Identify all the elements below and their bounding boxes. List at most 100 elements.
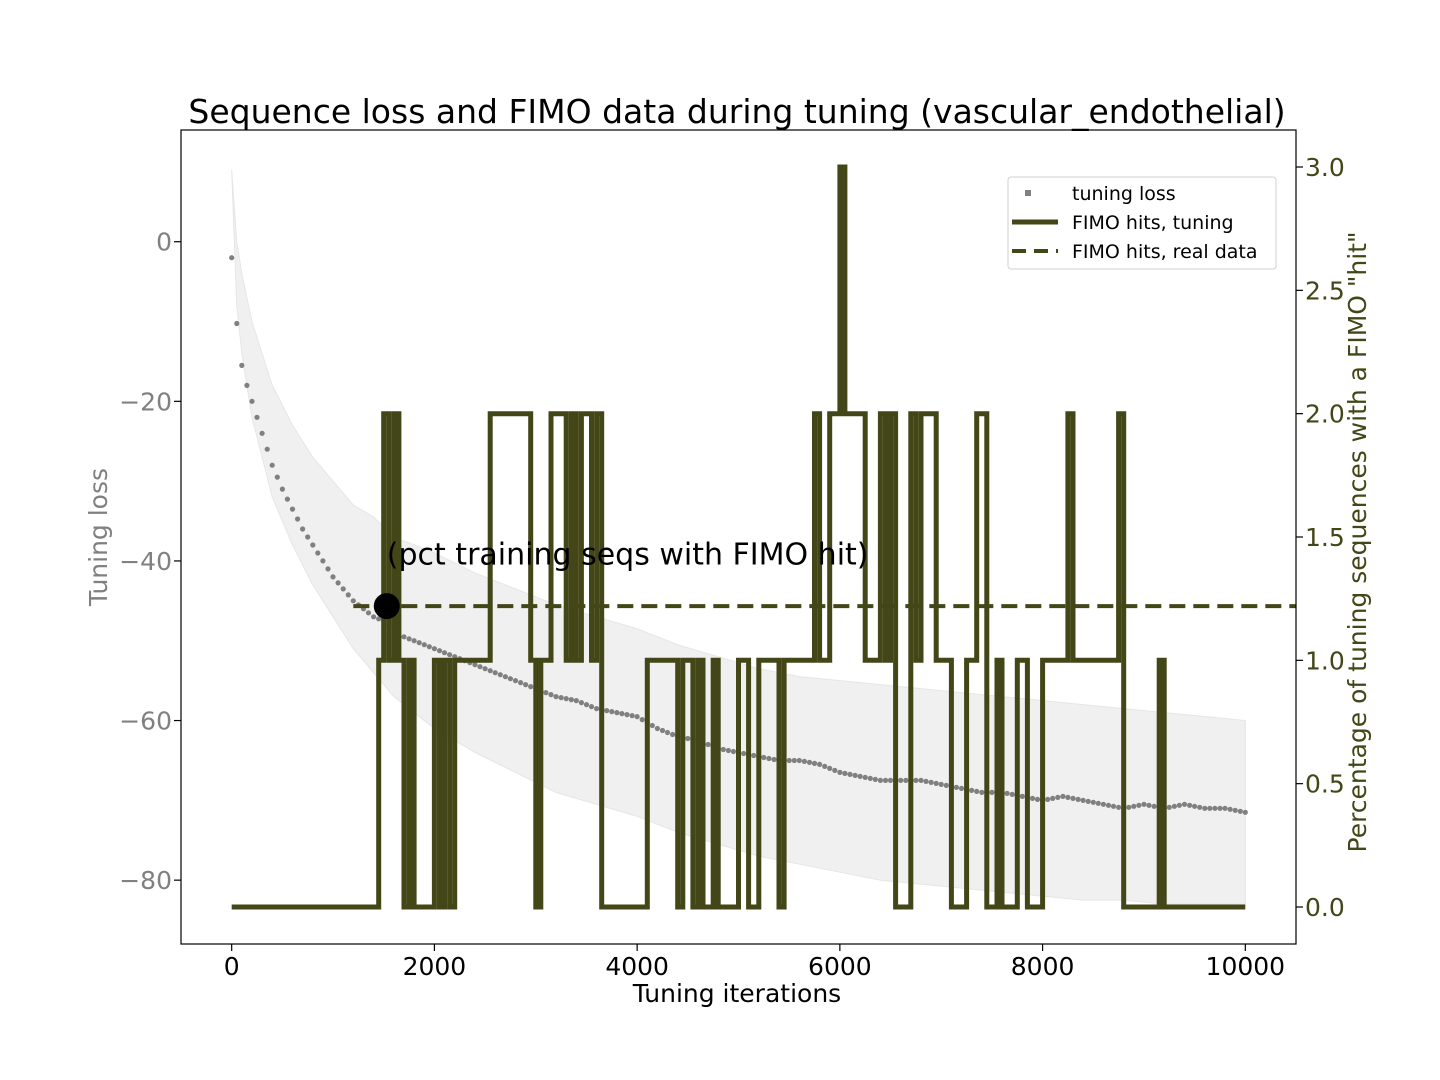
loss-point	[274, 474, 280, 480]
loss-point	[279, 486, 285, 492]
loss-point	[295, 516, 301, 522]
x-tick-label: 8000	[1011, 952, 1075, 981]
series-fimo-hits-tuning	[231, 164, 1246, 910]
loss-point	[918, 777, 924, 784]
loss-point	[335, 580, 341, 586]
loss-point	[842, 770, 848, 777]
loss-point	[862, 774, 868, 781]
loss-point	[771, 756, 777, 763]
loss-point	[523, 682, 529, 688]
loss-point	[431, 646, 437, 652]
loss-point	[1116, 804, 1122, 810]
loss-point	[786, 757, 792, 764]
loss-point	[239, 362, 245, 368]
loss-point	[553, 694, 559, 700]
y2-tick-label: 2.5	[1305, 276, 1345, 305]
loss-point	[543, 690, 549, 696]
axes: 0 2000 4000 6000 8000 10000 0 −20 −40 −60 −80 0.0 0.…	[119, 153, 1345, 981]
legend-label: FIMO hits, tuning	[1072, 212, 1234, 234]
loss-point	[583, 702, 590, 708]
loss-point	[887, 777, 894, 784]
loss-point	[441, 650, 448, 656]
loss-point	[654, 725, 661, 732]
loss-point	[1166, 804, 1172, 810]
loss-point	[649, 722, 655, 729]
loss-point	[953, 784, 960, 791]
loss-point	[1187, 802, 1193, 808]
loss-point	[634, 714, 640, 720]
loss-point	[1176, 802, 1182, 808]
loss-point	[249, 398, 255, 404]
loss-point	[1181, 801, 1188, 807]
loss-point	[604, 708, 610, 714]
loss-point	[518, 680, 524, 686]
loss-point	[969, 787, 975, 794]
loss-point	[1034, 796, 1041, 803]
loss-point	[244, 382, 250, 388]
loss-point	[1085, 798, 1091, 805]
x-tick-label: 2000	[403, 952, 467, 981]
loss-point	[827, 765, 833, 772]
loss-point	[528, 684, 534, 690]
loss-point	[791, 757, 797, 764]
x-tick-label: 6000	[808, 952, 872, 981]
legend-label: FIMO hits, real data	[1072, 241, 1258, 263]
loss-point	[806, 759, 813, 766]
loss-point	[725, 747, 732, 754]
loss-point	[1095, 800, 1101, 806]
loss-point	[558, 695, 564, 701]
loss-point	[852, 772, 858, 779]
loss-point	[512, 678, 519, 684]
real-data-marker	[373, 593, 400, 620]
annotation-text: (pct training seqs with FIMO hit)	[387, 538, 869, 573]
plot-area	[229, 164, 1296, 910]
loss-point	[720, 746, 726, 753]
loss-point	[284, 496, 290, 502]
loss-point	[1075, 796, 1081, 803]
loss-point	[1212, 805, 1218, 811]
loss-point	[563, 696, 569, 702]
loss-point	[548, 692, 554, 698]
loss-point	[421, 642, 427, 648]
y-tick-label: 0	[156, 228, 172, 257]
loss-point	[1192, 803, 1198, 809]
loss-point	[898, 777, 904, 784]
loss-point	[345, 592, 351, 598]
loss-point	[609, 709, 615, 715]
loss-point	[1100, 801, 1106, 807]
loss-point	[1197, 804, 1203, 810]
loss-point	[259, 430, 265, 436]
loss-point	[705, 741, 711, 748]
x-tick-label: 4000	[605, 952, 669, 981]
loss-point	[867, 775, 873, 782]
loss-point	[573, 698, 579, 704]
loss-point	[264, 446, 270, 452]
loss-point	[365, 610, 372, 616]
loss-point	[487, 668, 493, 674]
loss-point	[1242, 809, 1248, 815]
loss-point	[578, 700, 585, 706]
loss-point	[1004, 790, 1010, 797]
loss-point	[416, 640, 422, 646]
loss-point	[928, 779, 934, 786]
loss-point	[1237, 808, 1243, 814]
y2-tick-label: 3.0	[1305, 153, 1345, 182]
loss-point	[741, 750, 747, 757]
legend-symbol-tuning-loss	[1025, 190, 1031, 196]
loss-point	[492, 670, 498, 676]
loss-point	[629, 713, 635, 719]
loss-point	[497, 672, 503, 678]
loss-point	[472, 662, 478, 668]
loss-point	[958, 785, 965, 792]
loss-point	[340, 586, 346, 592]
loss-point	[1207, 805, 1213, 811]
loss-point	[751, 752, 757, 759]
loss-point	[670, 731, 676, 738]
loss-point	[822, 763, 828, 770]
loss-point	[1141, 801, 1147, 807]
loss-point	[254, 414, 260, 420]
loss-point	[1227, 806, 1233, 812]
loss-point	[766, 755, 772, 762]
loss-point	[664, 729, 671, 736]
loss-point	[229, 255, 235, 261]
